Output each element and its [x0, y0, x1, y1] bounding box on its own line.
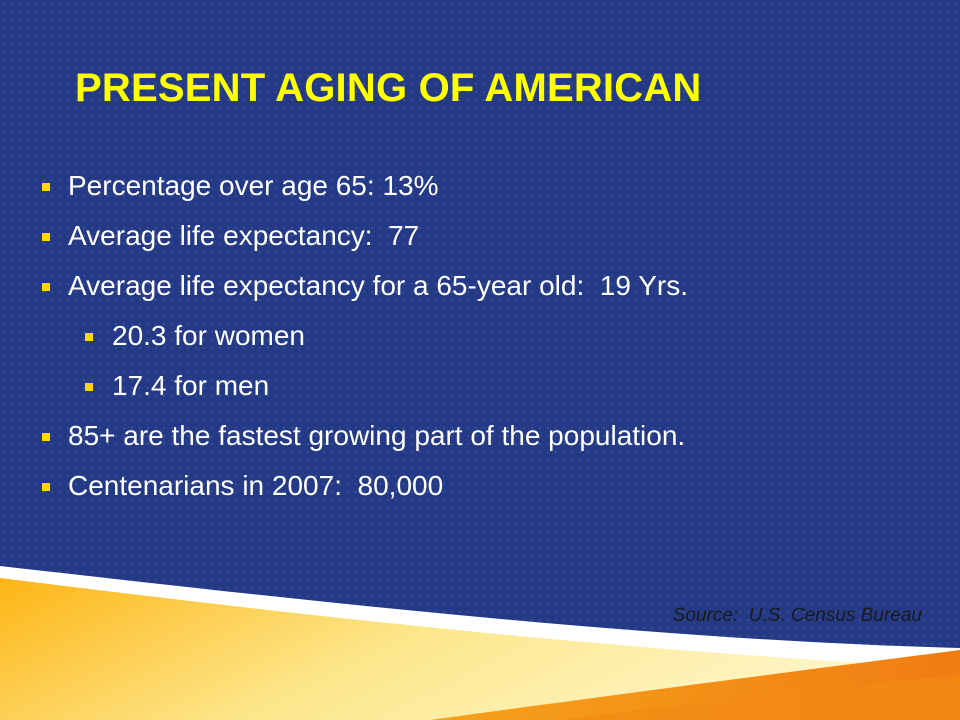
bullet-text: 17.4 for men	[112, 370, 270, 401]
bullet-text: Average life expectancy for a 65-year ol…	[68, 270, 688, 301]
bullet-list: Percentage over age 65: 13% Average life …	[0, 168, 960, 518]
bullet-text: 85+ are the fastest growing part of the …	[68, 420, 686, 451]
bullet-item: Average life expectancy: 77	[0, 218, 960, 268]
bullet-marker	[42, 433, 50, 441]
bullet-text: Percentage over age 65: 13%	[68, 170, 439, 201]
bullet-text: Centenarians in 2007: 80,000	[68, 470, 444, 501]
bullet-marker	[42, 183, 50, 191]
bullet-item: 85+ are the fastest growing part of the …	[0, 418, 960, 468]
bullet-text: 20.3 for women	[112, 320, 305, 351]
bullet-text: Average life expectancy: 77	[68, 220, 420, 251]
bullet-item: Centenarians in 2007: 80,000	[0, 468, 960, 518]
bullet-item: Average life expectancy for a 65-year ol…	[0, 268, 960, 318]
title: PRESENT AGING OF AMERICAN	[75, 66, 702, 110]
bullet-marker	[42, 283, 50, 291]
bullet-item: 20.3 for women	[0, 318, 960, 368]
source: Source: U.S. Census Bureau	[672, 605, 922, 626]
bullet-marker	[85, 333, 93, 341]
bullet-item: 17.4 for men	[0, 368, 960, 418]
bullet-marker	[85, 383, 93, 391]
orange-swoosh	[560, 675, 960, 720]
bullet-item: Percentage over age 65: 13%	[0, 168, 960, 218]
bullet-marker	[42, 483, 50, 491]
bullet-marker	[42, 233, 50, 241]
